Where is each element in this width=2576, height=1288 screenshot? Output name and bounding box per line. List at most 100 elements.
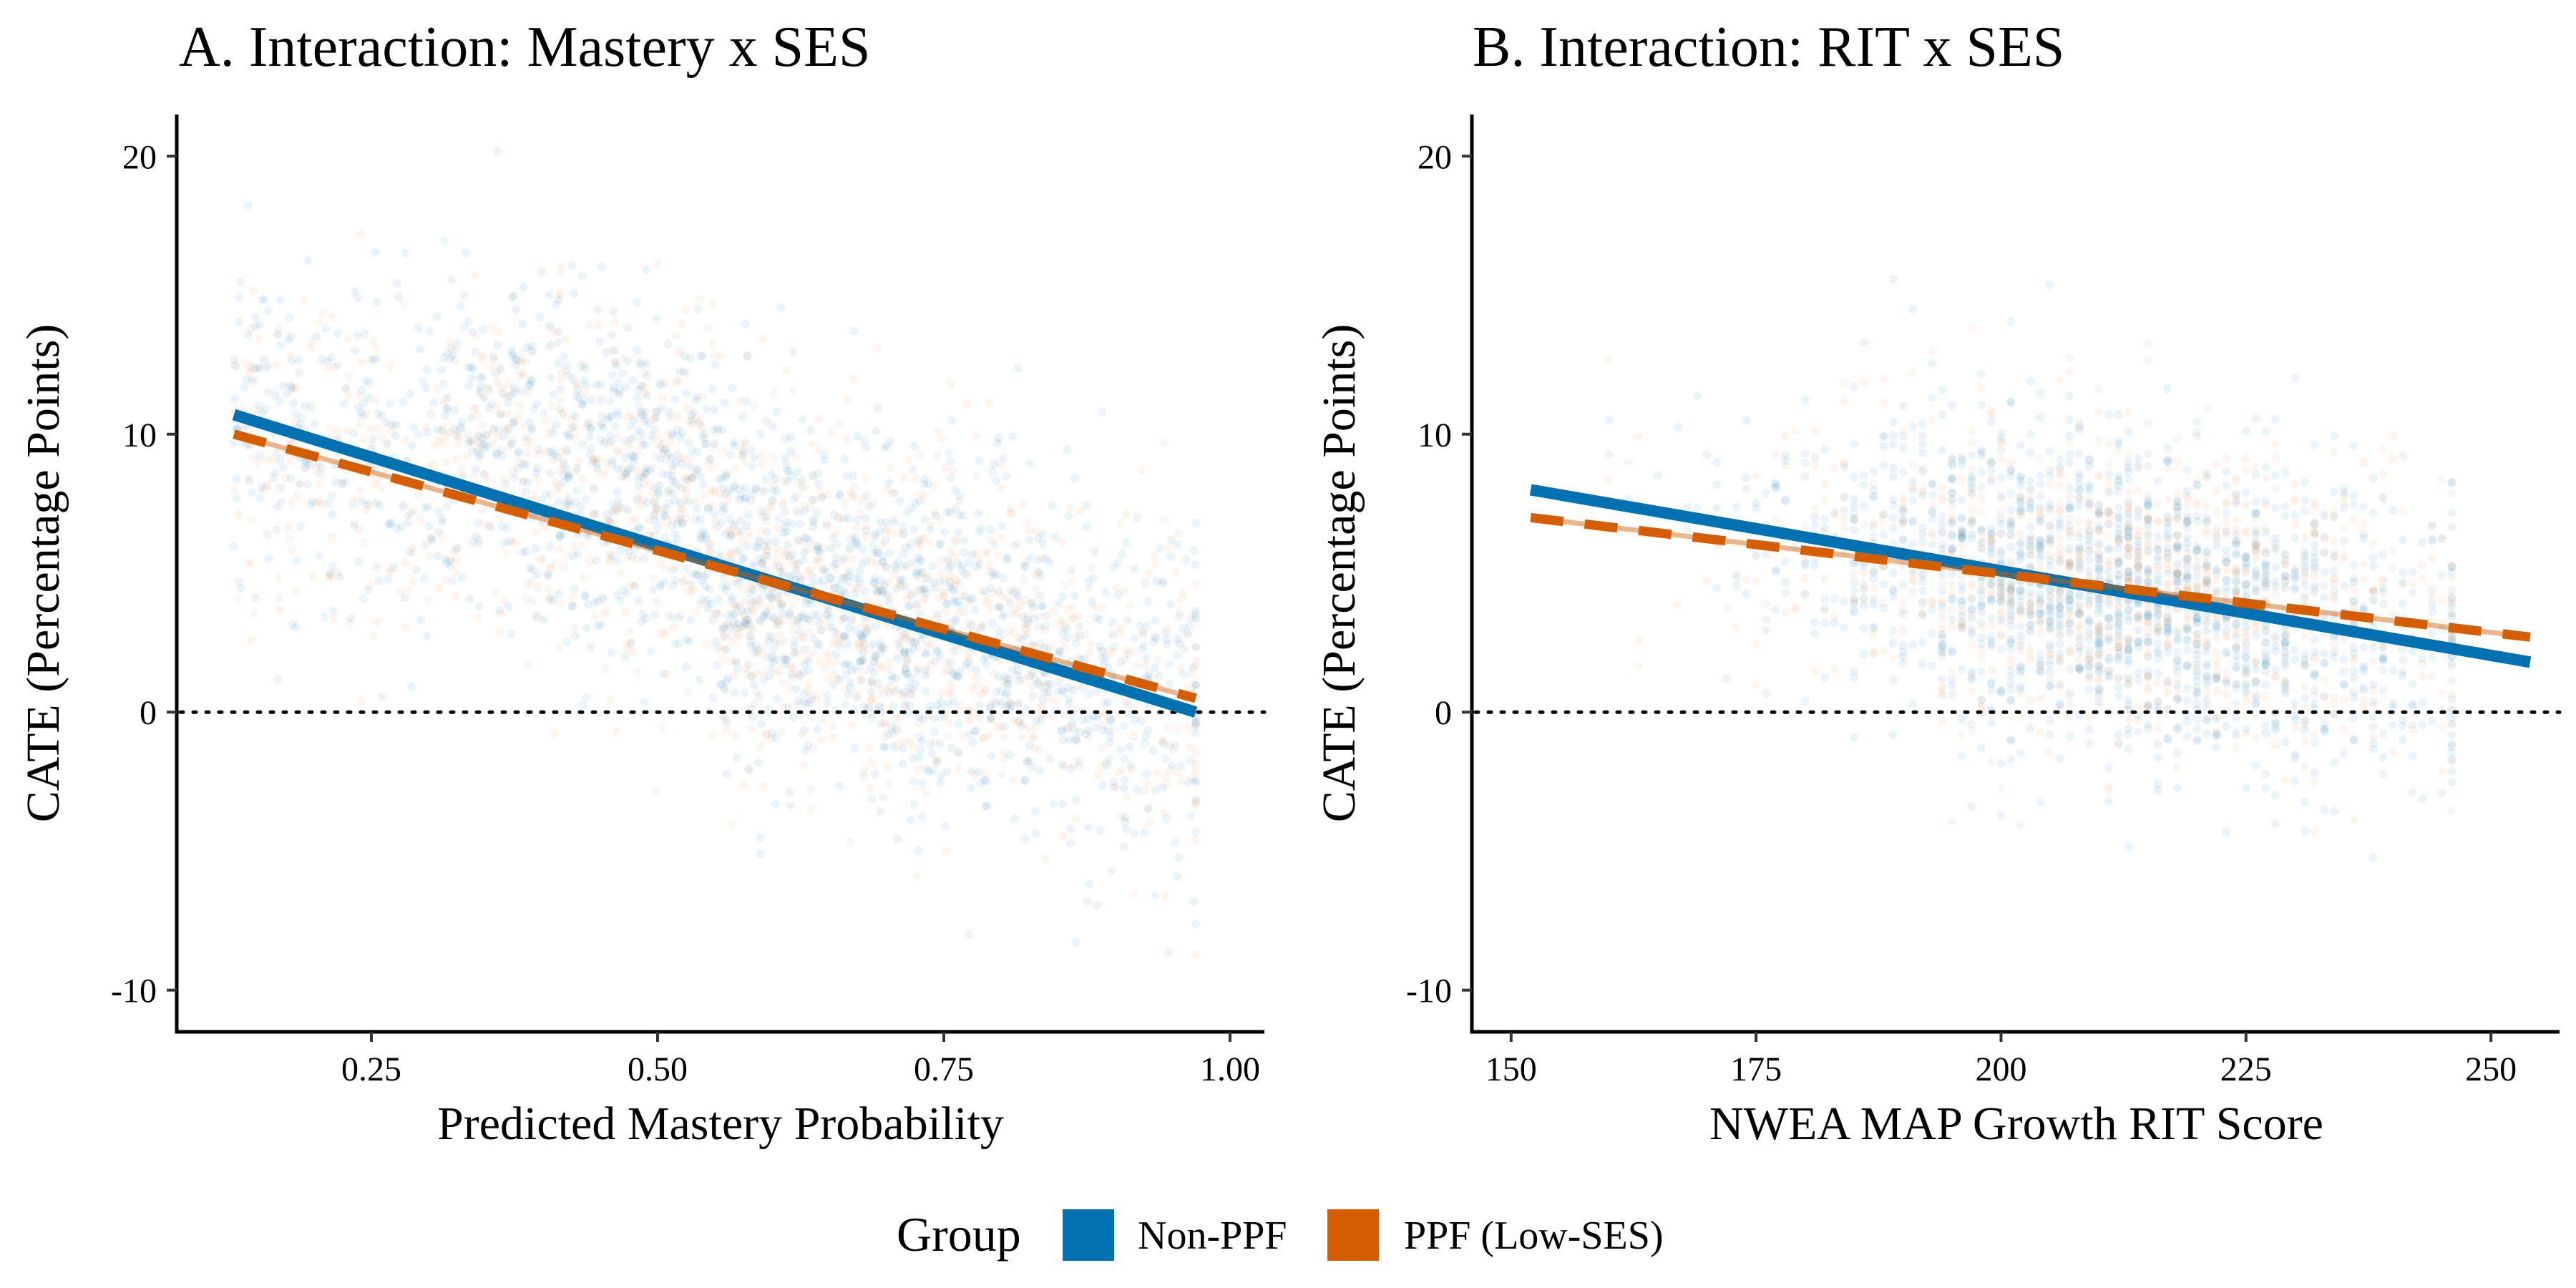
point-non-ppf — [1025, 459, 1035, 468]
point-ppf — [1938, 495, 1947, 504]
point-ppf — [718, 625, 727, 634]
point-ppf — [671, 562, 680, 571]
point-non-ppf — [333, 328, 342, 338]
point-ppf — [1191, 580, 1200, 590]
point-non-ppf — [493, 340, 502, 349]
point-non-ppf — [664, 449, 673, 459]
point-non-ppf — [457, 572, 467, 582]
point-non-ppf — [2192, 428, 2202, 437]
point-ppf — [834, 514, 843, 523]
point-ppf — [731, 656, 741, 665]
point-ppf — [774, 666, 784, 675]
point-non-ppf — [887, 675, 897, 684]
point-ppf — [676, 509, 685, 519]
point-non-ppf — [869, 640, 878, 649]
point-ppf — [681, 513, 691, 522]
point-ppf — [981, 686, 990, 695]
point-non-ppf — [2261, 680, 2270, 690]
point-ppf — [2172, 514, 2182, 524]
point-non-ppf — [739, 555, 748, 564]
point-non-ppf — [702, 439, 711, 448]
point-ppf — [2447, 592, 2457, 602]
point-ppf — [972, 431, 981, 440]
point-ppf — [703, 457, 713, 467]
point-non-ppf — [326, 570, 335, 579]
point-non-ppf — [771, 474, 780, 484]
point-ppf — [909, 742, 918, 751]
point-non-ppf — [907, 637, 916, 646]
point-non-ppf — [1800, 459, 1810, 467]
point-non-ppf — [781, 507, 790, 517]
point-ppf — [1068, 613, 1077, 623]
point-non-ppf — [2153, 753, 2162, 762]
point-ppf — [1023, 518, 1032, 527]
point-non-ppf — [443, 403, 452, 412]
point-non-ppf — [597, 396, 606, 405]
point-non-ppf — [328, 606, 338, 615]
point-non-ppf — [2006, 582, 2016, 592]
point-non-ppf — [564, 497, 573, 506]
point-non-ppf — [1174, 612, 1184, 621]
point-non-ppf — [1065, 699, 1074, 708]
point-ppf — [482, 431, 491, 441]
point-non-ppf — [2290, 374, 2300, 382]
point-non-ppf — [1057, 726, 1066, 735]
point-ppf — [1908, 482, 1918, 492]
point-non-ppf — [1108, 670, 1117, 678]
point-non-ppf — [2447, 477, 2457, 487]
point-ppf — [773, 550, 782, 559]
point-ppf — [689, 584, 698, 593]
point-ppf — [372, 618, 381, 627]
point-ppf — [283, 523, 293, 532]
point-ppf — [880, 718, 889, 728]
point-ppf — [2104, 648, 2114, 657]
point-ppf — [758, 334, 768, 343]
point-non-ppf — [1083, 715, 1093, 724]
point-non-ppf — [597, 620, 606, 630]
point-non-ppf — [961, 570, 970, 579]
point-ppf — [2065, 699, 2074, 708]
point-ppf — [727, 526, 736, 535]
point-ppf — [481, 469, 490, 479]
point-ppf — [864, 701, 873, 711]
point-non-ppf — [2114, 513, 2123, 522]
point-non-ppf — [1092, 687, 1101, 696]
point-non-ppf — [940, 527, 949, 537]
point-ppf — [1093, 771, 1102, 780]
point-non-ppf — [559, 459, 568, 469]
point-non-ppf — [1070, 591, 1080, 600]
point-non-ppf — [1879, 530, 1888, 540]
point-ppf — [941, 463, 950, 472]
point-ppf — [899, 670, 908, 679]
point-ppf — [1110, 725, 1119, 734]
point-ppf — [585, 417, 595, 426]
point-ppf — [681, 488, 691, 497]
point-non-ppf — [230, 356, 238, 364]
point-non-ppf — [1161, 628, 1170, 638]
point-non-ppf — [2163, 647, 2172, 656]
point-non-ppf — [421, 384, 431, 393]
point-non-ppf — [718, 501, 728, 510]
point-non-ppf — [884, 688, 894, 698]
point-ppf — [1183, 630, 1192, 640]
point-ppf — [752, 669, 761, 678]
point-non-ppf — [748, 585, 758, 595]
point-ppf — [1761, 598, 1770, 608]
point-non-ppf — [619, 586, 628, 595]
point-ppf — [2153, 499, 2162, 508]
point-non-ppf — [1164, 948, 1174, 957]
point-ppf — [2339, 724, 2348, 733]
point-non-ppf — [630, 416, 639, 425]
point-ppf — [733, 630, 743, 639]
point-ppf — [2172, 457, 2182, 466]
point-ppf — [952, 575, 960, 585]
point-ppf — [2172, 489, 2182, 499]
point-ppf — [684, 687, 693, 696]
point-ppf — [598, 468, 608, 477]
point-non-ppf — [851, 625, 860, 634]
point-non-ppf — [1092, 900, 1101, 909]
point-ppf — [913, 872, 922, 881]
point-ppf — [1013, 585, 1022, 595]
point-non-ppf — [633, 393, 642, 402]
point-non-ppf — [2084, 454, 2094, 464]
